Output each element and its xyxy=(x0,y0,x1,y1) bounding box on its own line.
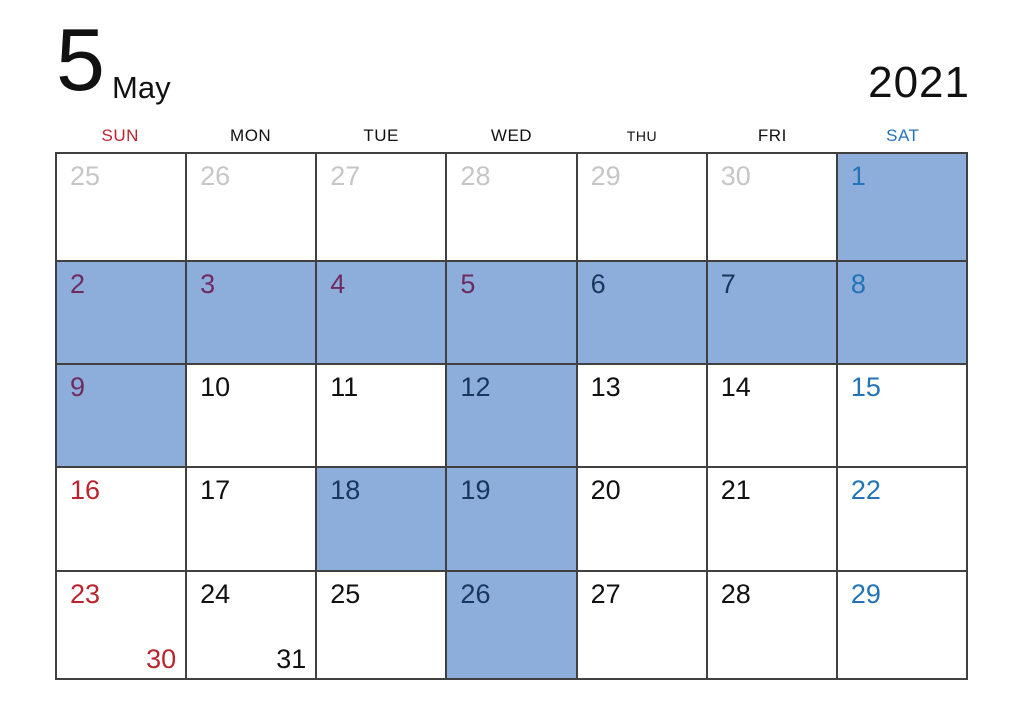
weekday-label-thu: THU xyxy=(626,128,658,144)
calendar-week-row: 9 10 11 12 13 14 15 xyxy=(54,363,969,468)
weekday-label-mon: MON xyxy=(230,126,272,145)
date-number: 16 xyxy=(70,475,101,505)
calendar-cell: 25 xyxy=(54,152,188,262)
date-number: 26 xyxy=(460,579,491,609)
calendar-cell: 9 xyxy=(54,363,188,468)
calendar-cell: 6 xyxy=(575,260,708,365)
year-label: 2021 xyxy=(868,58,970,107)
calendar-cell: 4 xyxy=(315,260,448,365)
weekday-label-tue: TUE xyxy=(363,126,399,145)
weekday-label-fri: FRI xyxy=(757,126,787,145)
calendar-cell: 22 xyxy=(835,466,969,572)
calendar-cell: 18 xyxy=(315,466,448,572)
calendar-cell: 21 xyxy=(705,466,838,572)
calendar-cell: 26 xyxy=(185,152,318,262)
calendar-cell: 11 xyxy=(315,363,448,468)
overflow-date-number: 30 xyxy=(146,644,177,675)
date-number: 11 xyxy=(330,372,359,402)
date-number: 3 xyxy=(200,269,216,299)
date-number: 14 xyxy=(720,372,751,402)
calendar-cell: 16 xyxy=(54,466,188,572)
calendar-cell: 27 xyxy=(315,152,448,262)
date-number: 23 xyxy=(70,579,101,609)
date-number: 15 xyxy=(850,372,881,402)
calendar-cell: 13 xyxy=(575,363,708,468)
weekday-label-wed: WED xyxy=(490,126,533,145)
date-number: 28 xyxy=(720,579,751,609)
date-number: 12 xyxy=(460,372,491,402)
calendar-cell: 7 xyxy=(705,260,838,365)
calendar-week-row: 16 17 18 19 20 21 22 xyxy=(54,466,969,572)
weekday-row: SUN MON TUE WED THU FRI SAT xyxy=(55,123,968,149)
date-number: 26 xyxy=(200,161,231,191)
date-number: 13 xyxy=(590,372,621,402)
date-number: 24 xyxy=(200,579,231,609)
date-number: 9 xyxy=(70,372,86,402)
date-number: 10 xyxy=(200,372,231,402)
calendar-cell: 15 xyxy=(835,363,969,468)
calendar-cell: 3 xyxy=(185,260,318,365)
date-number: 21 xyxy=(720,475,751,505)
calendar-cell: 17 xyxy=(185,466,318,572)
calendar-cell: 28 xyxy=(445,152,578,262)
calendar-cell: 28 xyxy=(705,570,838,680)
calendar-grid: 25 26 27 28 29 30 1 2 3 4 5 6 7 8 9 10 11 12 13 14 15 16 17 18 1… xyxy=(54,152,969,680)
date-number: 30 xyxy=(720,161,751,191)
date-number: 2 xyxy=(70,269,86,299)
calendar-week-row: 2 3 4 5 6 7 8 xyxy=(54,260,969,365)
date-number: 5 xyxy=(460,269,476,299)
calendar-cell: 19 xyxy=(445,466,578,572)
calendar-cell: 23 30 xyxy=(54,570,188,680)
weekday-label-sat: SAT xyxy=(886,126,920,145)
calendar-cell: 14 xyxy=(705,363,838,468)
calendar-cell: 30 xyxy=(705,152,838,262)
date-number: 19 xyxy=(460,475,491,505)
date-number: 29 xyxy=(850,579,881,609)
date-number: 22 xyxy=(850,475,881,505)
calendar-cell: 29 xyxy=(835,570,969,680)
calendar-cell: 8 xyxy=(835,260,969,365)
date-number: 8 xyxy=(850,269,866,299)
date-number: 25 xyxy=(70,161,101,191)
calendar-cell: 2 xyxy=(54,260,188,365)
calendar-cell: 27 xyxy=(575,570,708,680)
calendar-cell: 26 xyxy=(445,570,578,680)
weekday-label-sun: SUN xyxy=(101,126,139,145)
calendar-cell: 25 xyxy=(315,570,448,680)
date-number: 20 xyxy=(590,475,621,505)
calendar-week-row: 23 30 24 31 25 26 27 28 29 xyxy=(54,570,969,680)
date-number: 18 xyxy=(330,475,361,505)
date-number: 6 xyxy=(590,269,606,299)
calendar-cell: 10 xyxy=(185,363,318,468)
date-number: 1 xyxy=(850,161,866,191)
calendar-week-row: 25 26 27 28 29 30 1 xyxy=(54,152,969,262)
date-number: 17 xyxy=(200,475,231,505)
calendar-cell: 5 xyxy=(445,260,578,365)
overflow-date-number: 31 xyxy=(276,644,307,675)
calendar-cell: 12 xyxy=(445,363,578,468)
date-number: 4 xyxy=(330,269,346,299)
date-number: 27 xyxy=(330,161,361,191)
calendar-cell: 20 xyxy=(575,466,708,572)
date-number: 27 xyxy=(590,579,621,609)
calendar-cell: 24 31 xyxy=(185,570,318,680)
calendar-grid-body: 25 26 27 28 29 30 1 2 3 4 5 6 7 8 9 10 11 12 13 14 15 16 17 18 1… xyxy=(54,152,969,680)
month-number: 5 xyxy=(56,10,105,109)
month-name: May xyxy=(112,70,171,105)
calendar-cell: 29 xyxy=(575,152,708,262)
calendar-cell: 1 xyxy=(835,152,969,262)
date-number: 29 xyxy=(590,161,621,191)
date-number: 28 xyxy=(460,161,491,191)
date-number: 7 xyxy=(720,269,736,299)
date-number: 25 xyxy=(330,579,361,609)
